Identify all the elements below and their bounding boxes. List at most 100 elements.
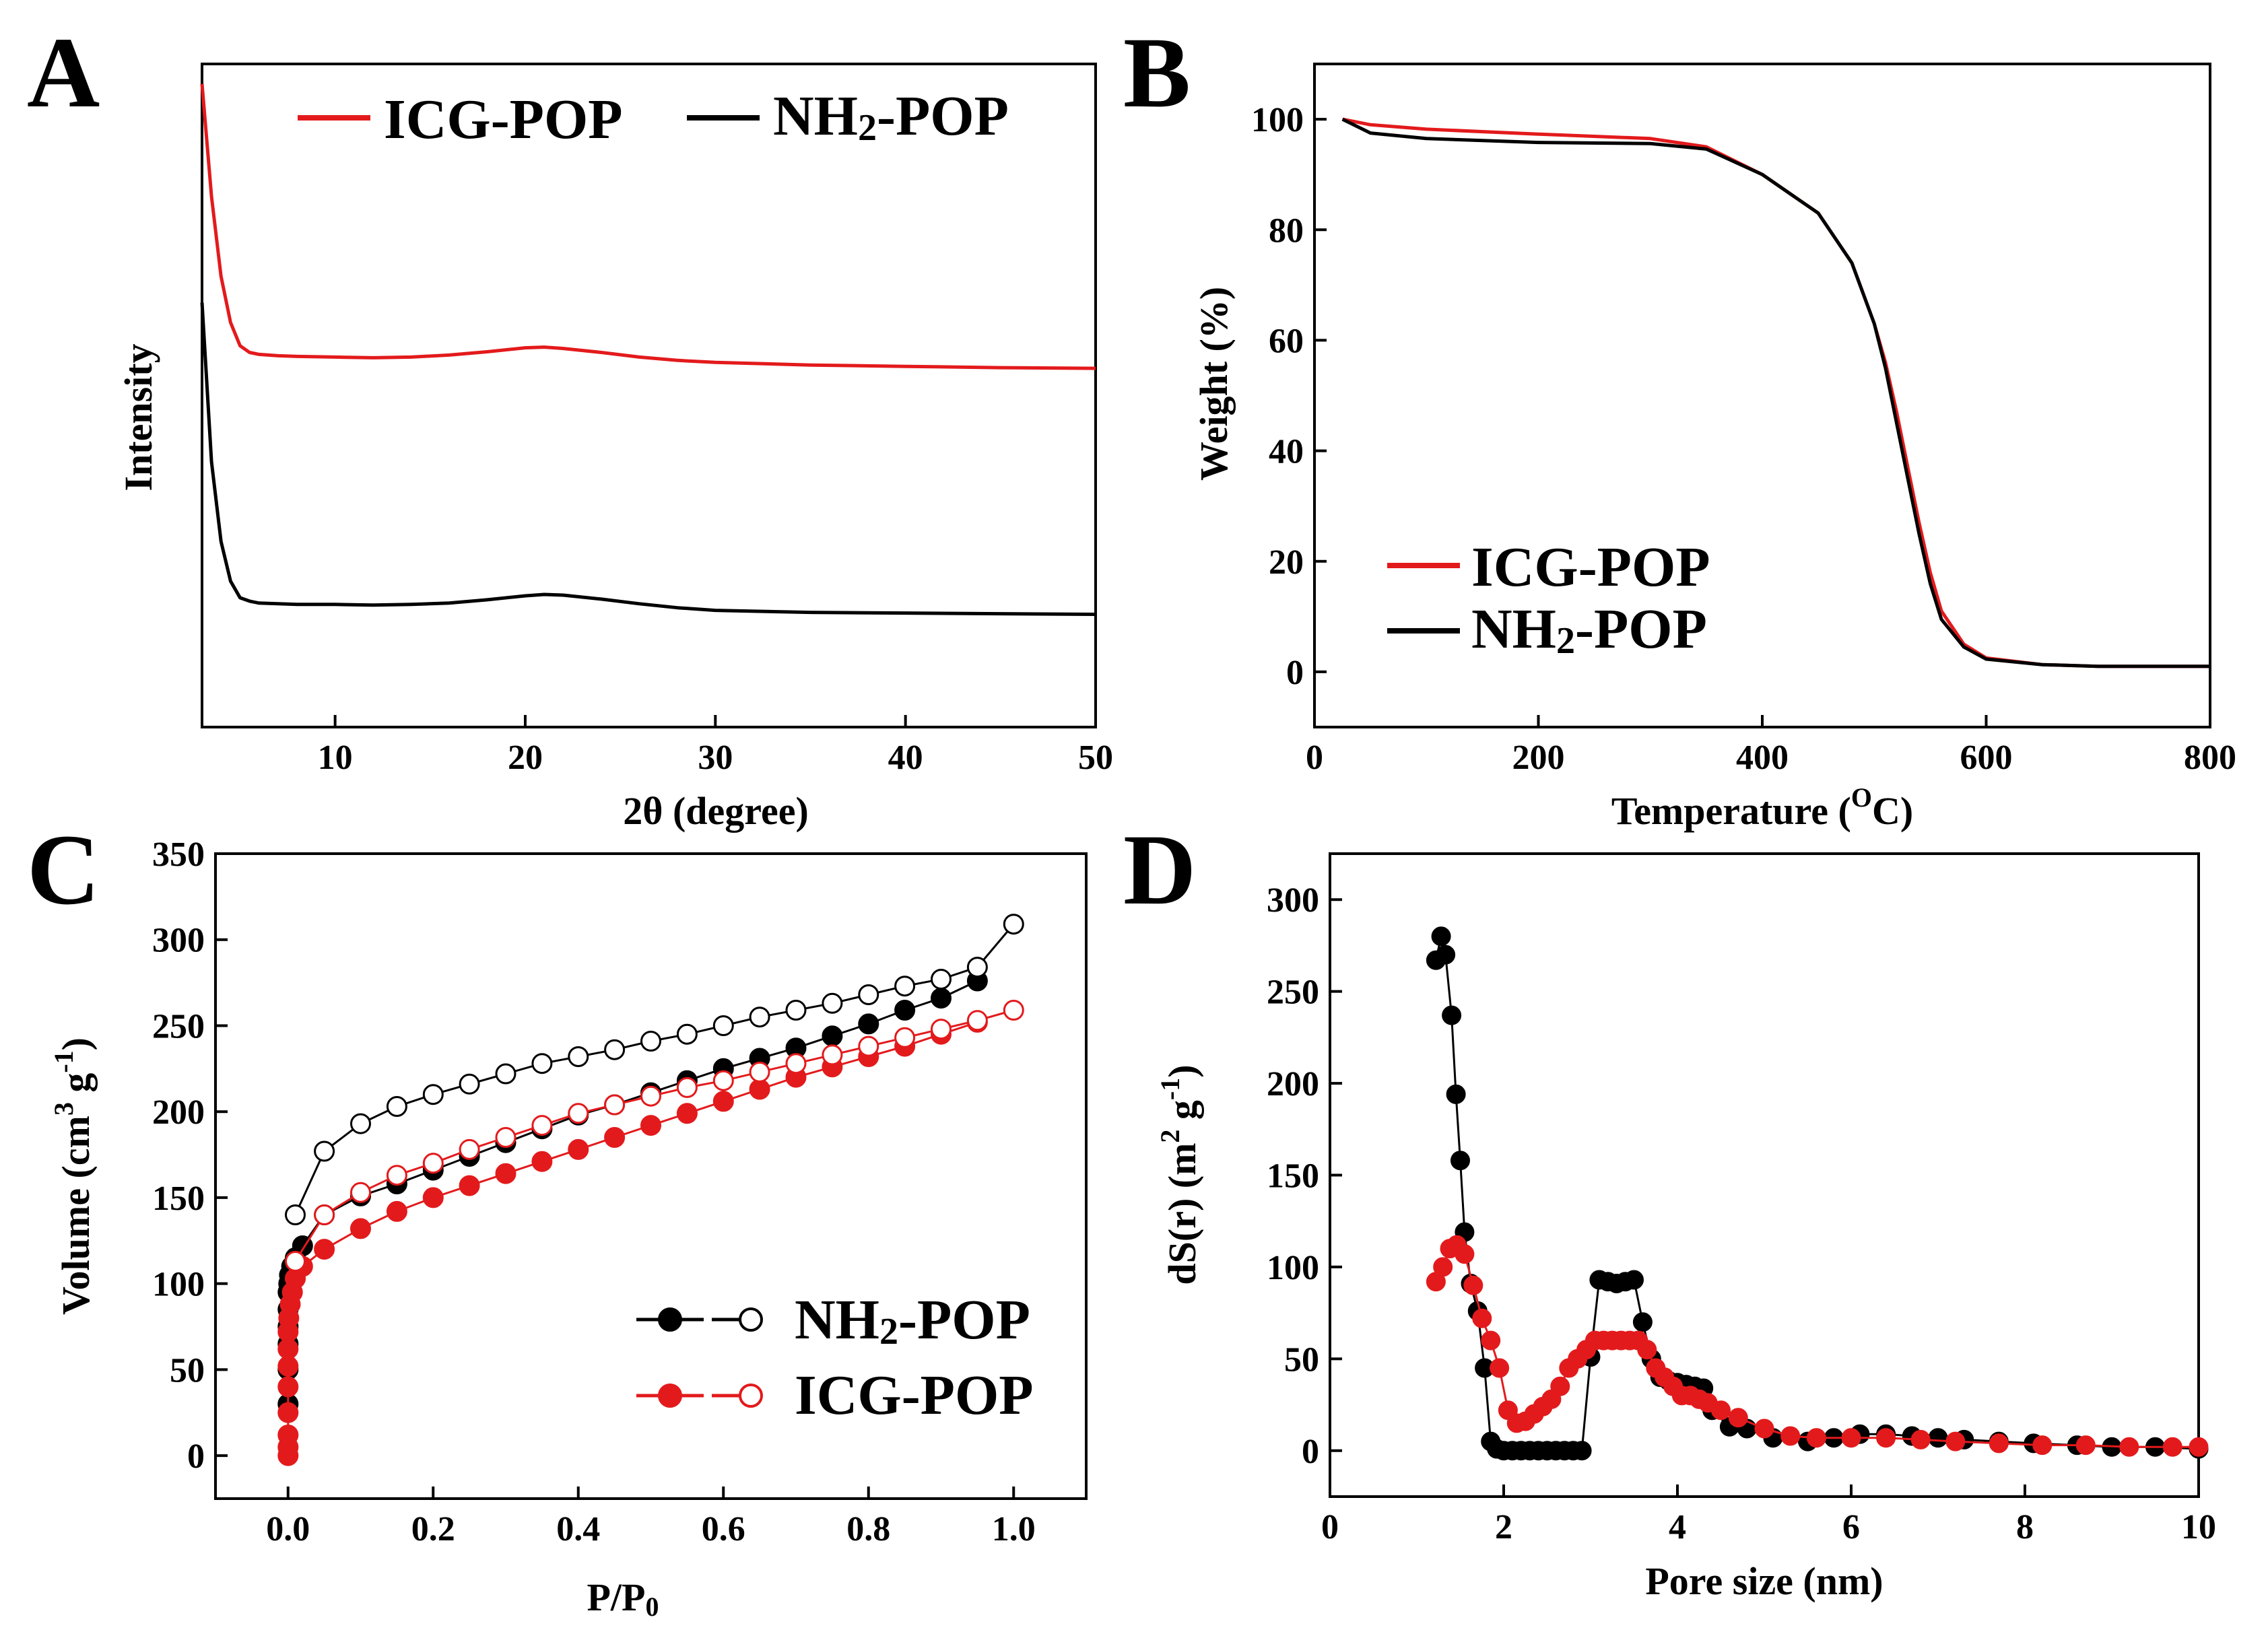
panel-d-series-icg-pop-point	[1711, 1400, 1731, 1421]
panel-d-series-nh2-pop-point	[1442, 1005, 1462, 1025]
panel-b-ylabel: Weight (%)	[1192, 287, 1236, 481]
panel-c-series-icg-pop-adsorption-point	[640, 1115, 661, 1136]
panel-c-series-nh2-pop-desorption-point	[386, 1096, 407, 1117]
panel-d-series-icg-pop-point	[1481, 1330, 1501, 1351]
panel-a-xlabel: 2θ (degree)	[623, 789, 809, 833]
panel-c-series-icg-pop-desorption-point	[285, 1251, 306, 1272]
panel-d-series-icg-pop-point	[2032, 1435, 2053, 1456]
panel-a-label: A	[27, 17, 100, 129]
panel-d-ytick-label: 200	[1267, 1065, 1319, 1103]
panel-c-series-icg-pop-adsorption-point	[749, 1079, 770, 1100]
panel-d-series-icg-pop-point	[1455, 1244, 1475, 1264]
panel-a-ticks: 10 20 30 40 50	[318, 715, 1113, 777]
panel-d-series-icg-pop-point	[1806, 1428, 1826, 1448]
panel-c-series-nh2-pop-desorption-point	[350, 1113, 371, 1134]
panel-d-ylabel: dS(r) (m2 g-1)	[1155, 1064, 1204, 1285]
panel-c-series-icg-pop-desorption-point	[749, 1061, 770, 1083]
panel-b-series-nh2-pop-line	[1341, 117, 2210, 669]
panel-c-ytick-label: 350	[152, 835, 205, 874]
panel-c: C 0.0 0.2 0.4 0.6 0.8 1.0 0 50 100 150 200 250 300 35…	[27, 814, 1088, 1622]
panel-d-series-icg-pop-point	[1945, 1431, 1966, 1451]
panel-c-series-icg-pop-desorption-point	[314, 1204, 335, 1225]
panel-b-ytick-label: 80	[1269, 211, 1304, 250]
panel-c-series-icg-pop-adsorption-point	[604, 1127, 626, 1148]
panel-c-series-icg-pop-desorption-point	[568, 1103, 589, 1124]
panel-a-xtick-label: 50	[1078, 739, 1113, 777]
panel-c-series-nh2-pop-desorption-point	[1003, 914, 1024, 935]
panel-c-xtick-label: 0.8	[846, 1510, 890, 1548]
panel-c-series-icg-pop-desorption-point	[931, 1019, 952, 1040]
panel-c-legend-nh2-filled-marker	[658, 1307, 682, 1332]
panel-b-xtick-label: 200	[1512, 739, 1565, 777]
panel-c-series-icg-pop-adsorption-point	[495, 1163, 516, 1184]
panel-a-series-nh2-pop-line	[200, 302, 1096, 616]
panel-b: B 0 200 400 600 800 0 20 40 60 80 100 Temperature …	[1123, 17, 2236, 833]
panel-c-xlabel: P/P0	[587, 1575, 659, 1622]
panel-c-series-nh2-pop-desorption-point	[858, 984, 879, 1005]
panel-c-series-icg-pop-adsorption-point	[277, 1338, 299, 1360]
panel-d-label: D	[1123, 814, 1196, 926]
panel-c-series-nh2-pop-desorption-point	[531, 1053, 553, 1074]
panel-c-legend-icg-filled-marker	[658, 1383, 682, 1408]
panel-c-series-icg-pop-desorption-point	[531, 1115, 553, 1136]
panel-d-series-nh2-pop-point	[1928, 1428, 1948, 1448]
panel-c-series-icg-pop-desorption-point	[386, 1165, 407, 1186]
panel-d-series-icg-pop-point	[1463, 1275, 1483, 1295]
panel-c-series-icg-pop-desorption-point	[459, 1138, 480, 1160]
panel-d-ytick-label: 50	[1284, 1340, 1319, 1379]
panel-d-series-icg-pop-point	[1728, 1408, 1748, 1428]
panel-d-series-nh2-pop-line	[1434, 935, 2199, 1452]
panel-b-xlabel: Temperature (OC)	[1611, 782, 1913, 833]
panel-d-series-icg-pop-point	[1841, 1428, 1861, 1448]
panel-c-series-icg-pop-desorption-point	[350, 1182, 371, 1203]
panel-b-legend: ICG-POP NH2-POP	[1387, 536, 1710, 662]
panel-c-series-icg-pop-desorption-point	[785, 1053, 807, 1074]
panel-c-series-nh2-pop-desorption-point	[459, 1073, 480, 1095]
panel-c-series-nh2-pop-desorption-point	[966, 957, 988, 978]
panel-c-ytick-label: 100	[152, 1266, 205, 1304]
panel-c-series-nh2-pop-adsorption-point	[931, 988, 952, 1009]
panel-c-ytick-label: 300	[152, 922, 205, 960]
panel-b-xtick-label: 800	[2184, 739, 2236, 777]
panel-c-series-icg-pop-desorption-point	[495, 1127, 516, 1148]
panel-a-xtick-label: 20	[508, 739, 543, 777]
panel-c-series-icg-pop-desorption-point	[640, 1085, 661, 1107]
panel-b-xtick-label: 0	[1306, 739, 1323, 777]
panel-c-legend-icg: ICG-POP	[795, 1364, 1034, 1427]
panel-d-series-nh2-pop-point	[1431, 926, 1451, 947]
panel-c-xtick-label: 0.6	[702, 1510, 745, 1548]
panel-c-legend-nh2-open-marker	[739, 1307, 763, 1332]
panel-a-plot-area	[200, 83, 1096, 616]
panel-d-series-icg-pop-point	[1637, 1340, 1657, 1360]
panel-c-series-icg-pop-desorption-point	[604, 1094, 626, 1116]
panel-b-frame	[1313, 63, 2211, 728]
panel-d-series-icg-pop-point	[1490, 1358, 1510, 1378]
panel-c-series-nh2-pop-desorption-point	[422, 1084, 444, 1105]
panel-d-series-nh2-pop-point	[1632, 1312, 1653, 1332]
panel-d-xtick-label: 8	[2016, 1508, 2034, 1546]
panel-c-series-icg-pop-desorption-point	[966, 1010, 988, 1031]
panel-c-series-icg-pop-adsorption-point	[277, 1402, 299, 1423]
panel-c-label: C	[27, 814, 100, 926]
panel-d-series-nh2-pop-point	[1572, 1441, 1592, 1461]
panel-a-frame	[201, 63, 1097, 728]
panel-d-series-icg-pop-line	[1435, 1243, 2199, 1448]
panel-c-series-icg-pop-adsorption-point	[386, 1200, 407, 1222]
panel-c-series-icg-pop-desorption-point	[676, 1077, 698, 1098]
panel-d-series-icg-pop-point	[1433, 1257, 1453, 1277]
panel-c-series-nh2-pop-desorption-point	[931, 969, 952, 990]
panel-c-ytick-label: 150	[152, 1180, 205, 1218]
panel-c-series-nh2-pop-desorption-point	[749, 1006, 770, 1028]
panel-b-legend-icg: ICG-POP	[1471, 536, 1710, 599]
panel-d-xtick-label: 2	[1495, 1508, 1512, 1546]
panel-c-series-nh2-pop-desorption-point	[785, 1000, 807, 1021]
panel-c-series-icg-pop-desorption-point	[858, 1035, 879, 1057]
panel-a-series-icg-pop-line	[200, 83, 1096, 370]
panel-c-series-icg-pop-adsorption-point	[712, 1091, 734, 1112]
panel-a-xtick-label: 40	[888, 739, 923, 777]
panel-c-frame	[214, 852, 1088, 1500]
panel-c-series-icg-pop-adsorption-point	[676, 1103, 698, 1124]
panel-a-ylabel: Intensity	[116, 343, 160, 491]
